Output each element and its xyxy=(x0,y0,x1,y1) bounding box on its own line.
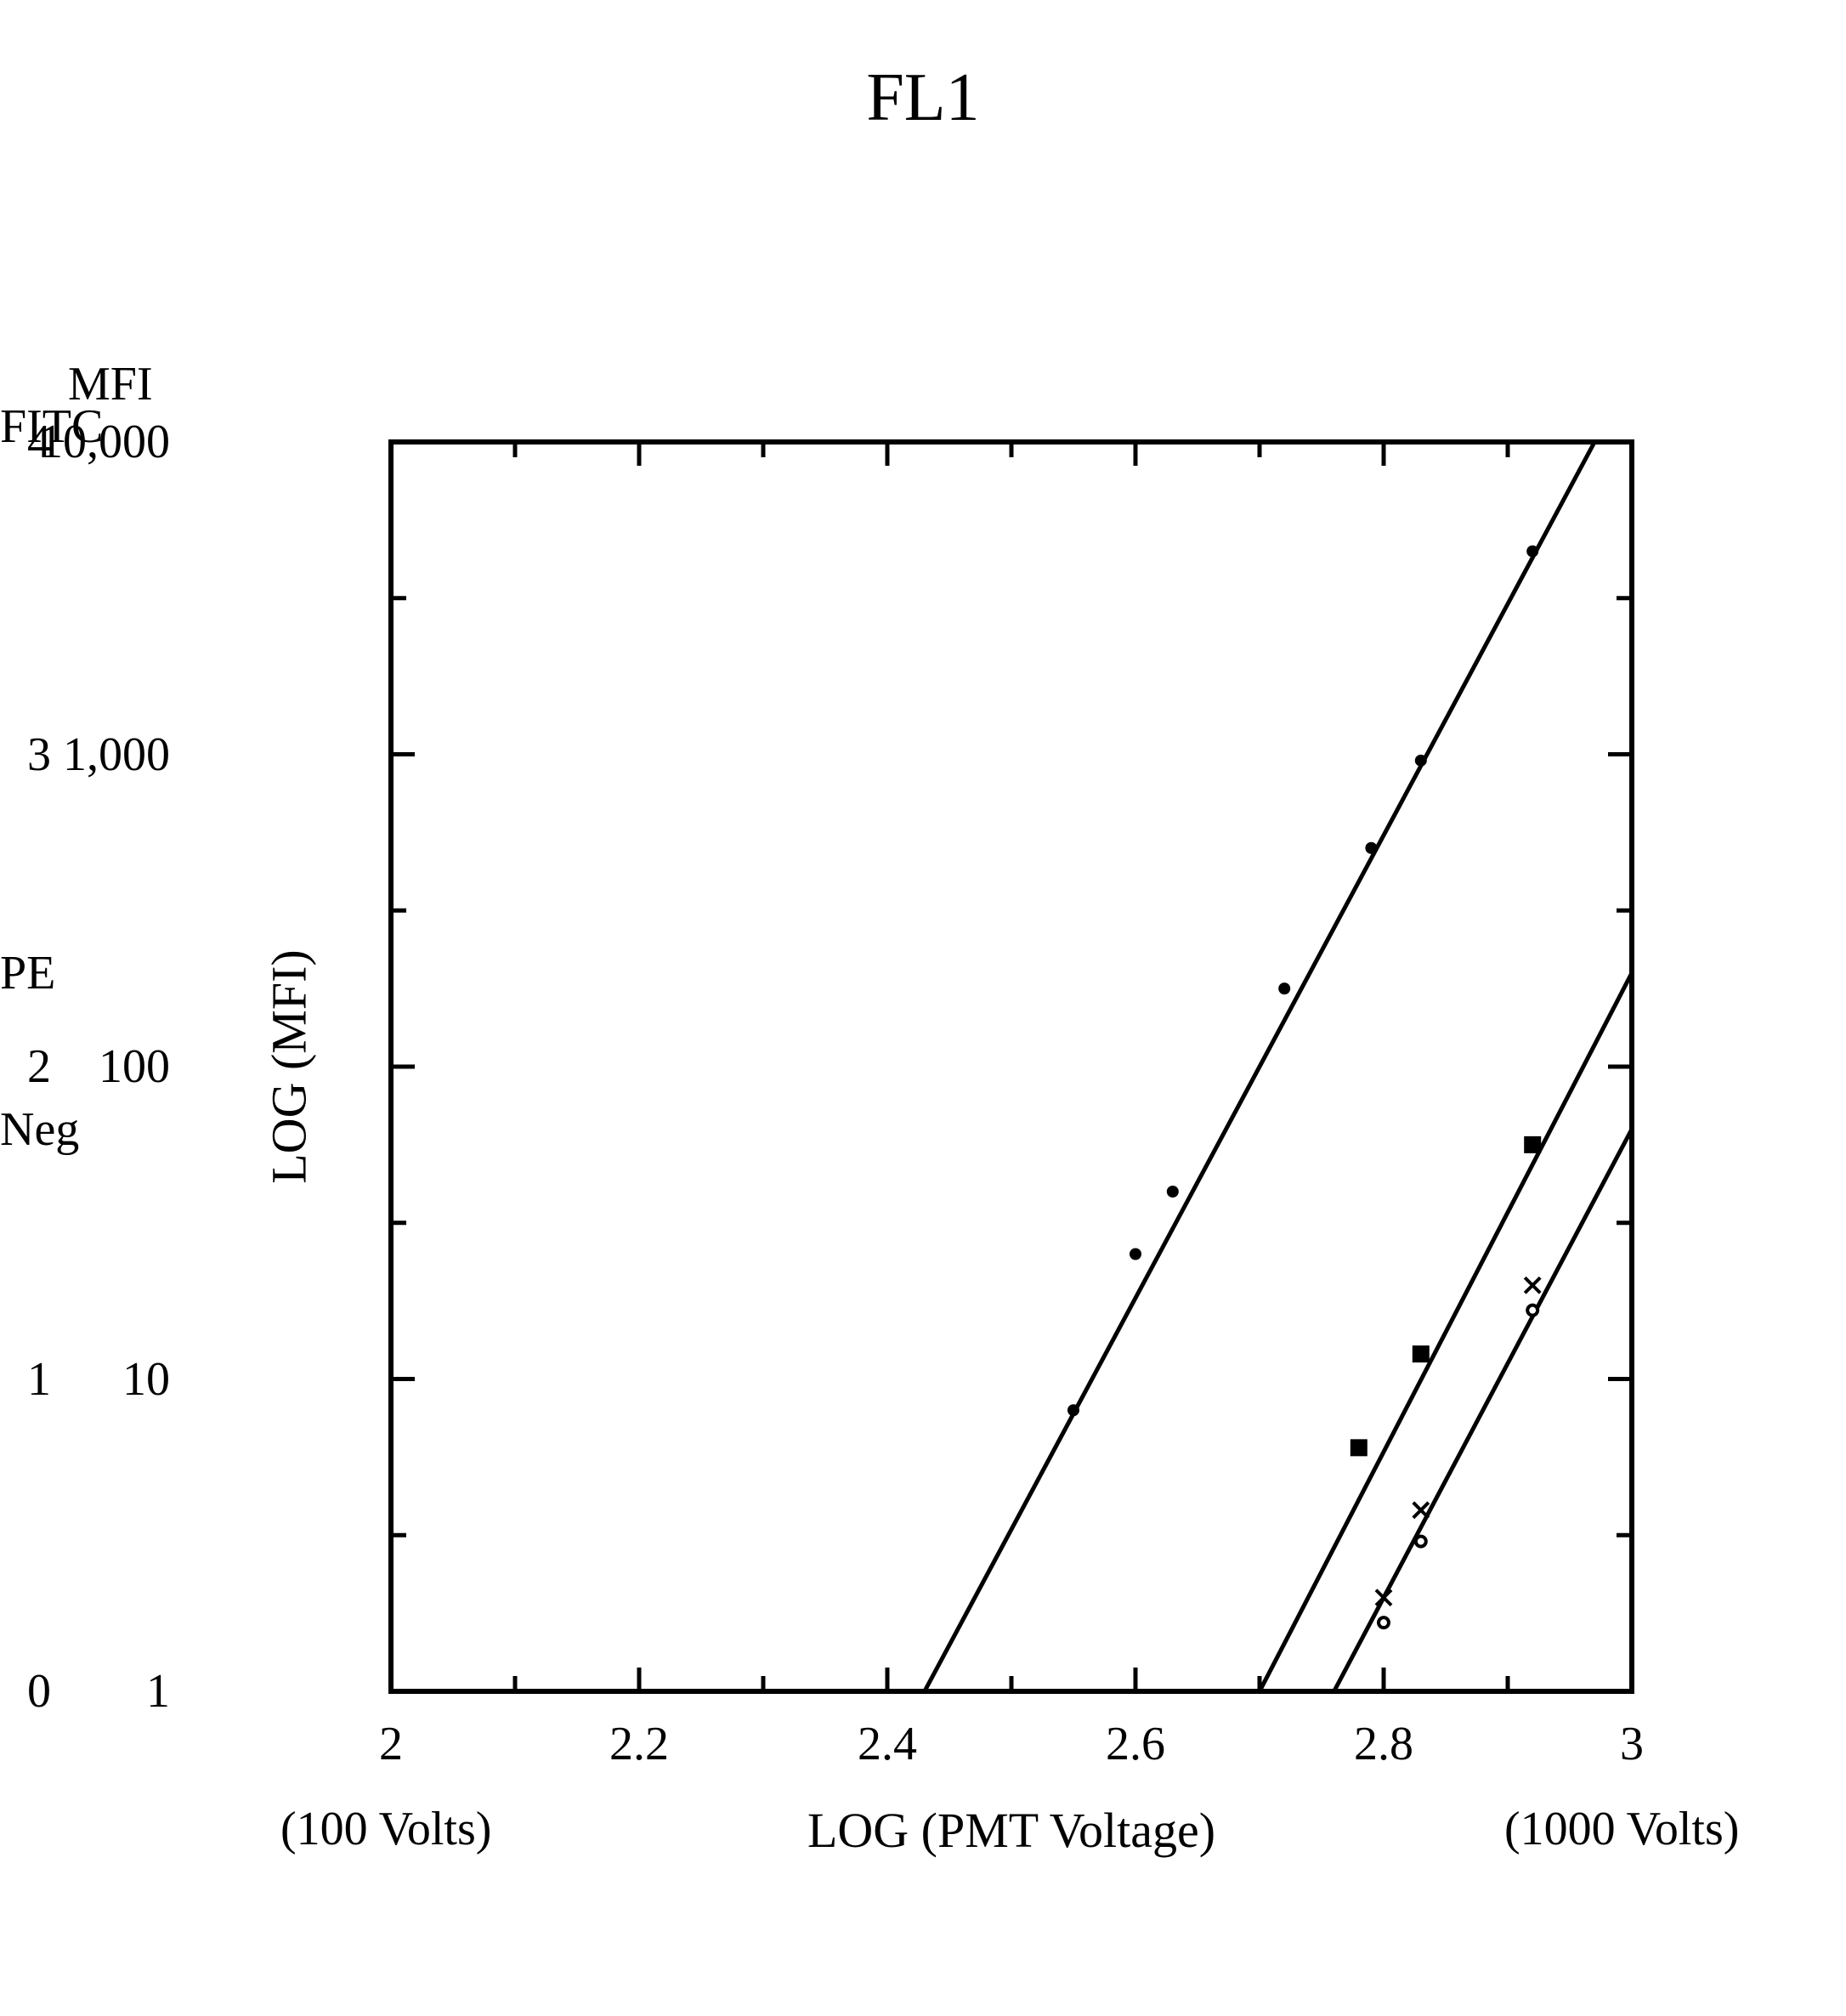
mfi-tick-label: 1 xyxy=(0,1664,170,1719)
chart-title: FL1 xyxy=(0,59,1846,137)
x-tick-label: 2.6 xyxy=(1106,1717,1165,1771)
mfi-tick-label: 10 xyxy=(0,1352,170,1407)
plot-svg xyxy=(391,442,1632,1691)
mfi-tick-label: 1,000 xyxy=(0,728,170,782)
series-label-pe: PE xyxy=(0,946,55,1000)
x-tick-label: 2.8 xyxy=(1354,1717,1413,1771)
series-label-neg: Neg xyxy=(0,1102,79,1157)
y-axis-label: LOG (MFI) xyxy=(261,949,318,1183)
plot-area xyxy=(391,442,1632,1691)
x-paren-left: (100 Volts) xyxy=(280,1802,491,1856)
series-label-fitc: FITC xyxy=(0,399,103,454)
x-tick-label: 2.2 xyxy=(609,1717,669,1771)
x-tick-label: 3 xyxy=(1620,1717,1644,1771)
x-paren-right: (1000 Volts) xyxy=(1504,1802,1739,1856)
mfi-tick-label: 100 xyxy=(0,1039,170,1094)
page: FL1 MFI LOG (MFI) LOG (PMT Voltage) (100… xyxy=(0,0,1846,2016)
x-tick-label: 2 xyxy=(379,1717,403,1771)
x-axis-label: LOG (PMT Voltage) xyxy=(391,1802,1632,1859)
x-tick-label: 2.4 xyxy=(858,1717,917,1771)
